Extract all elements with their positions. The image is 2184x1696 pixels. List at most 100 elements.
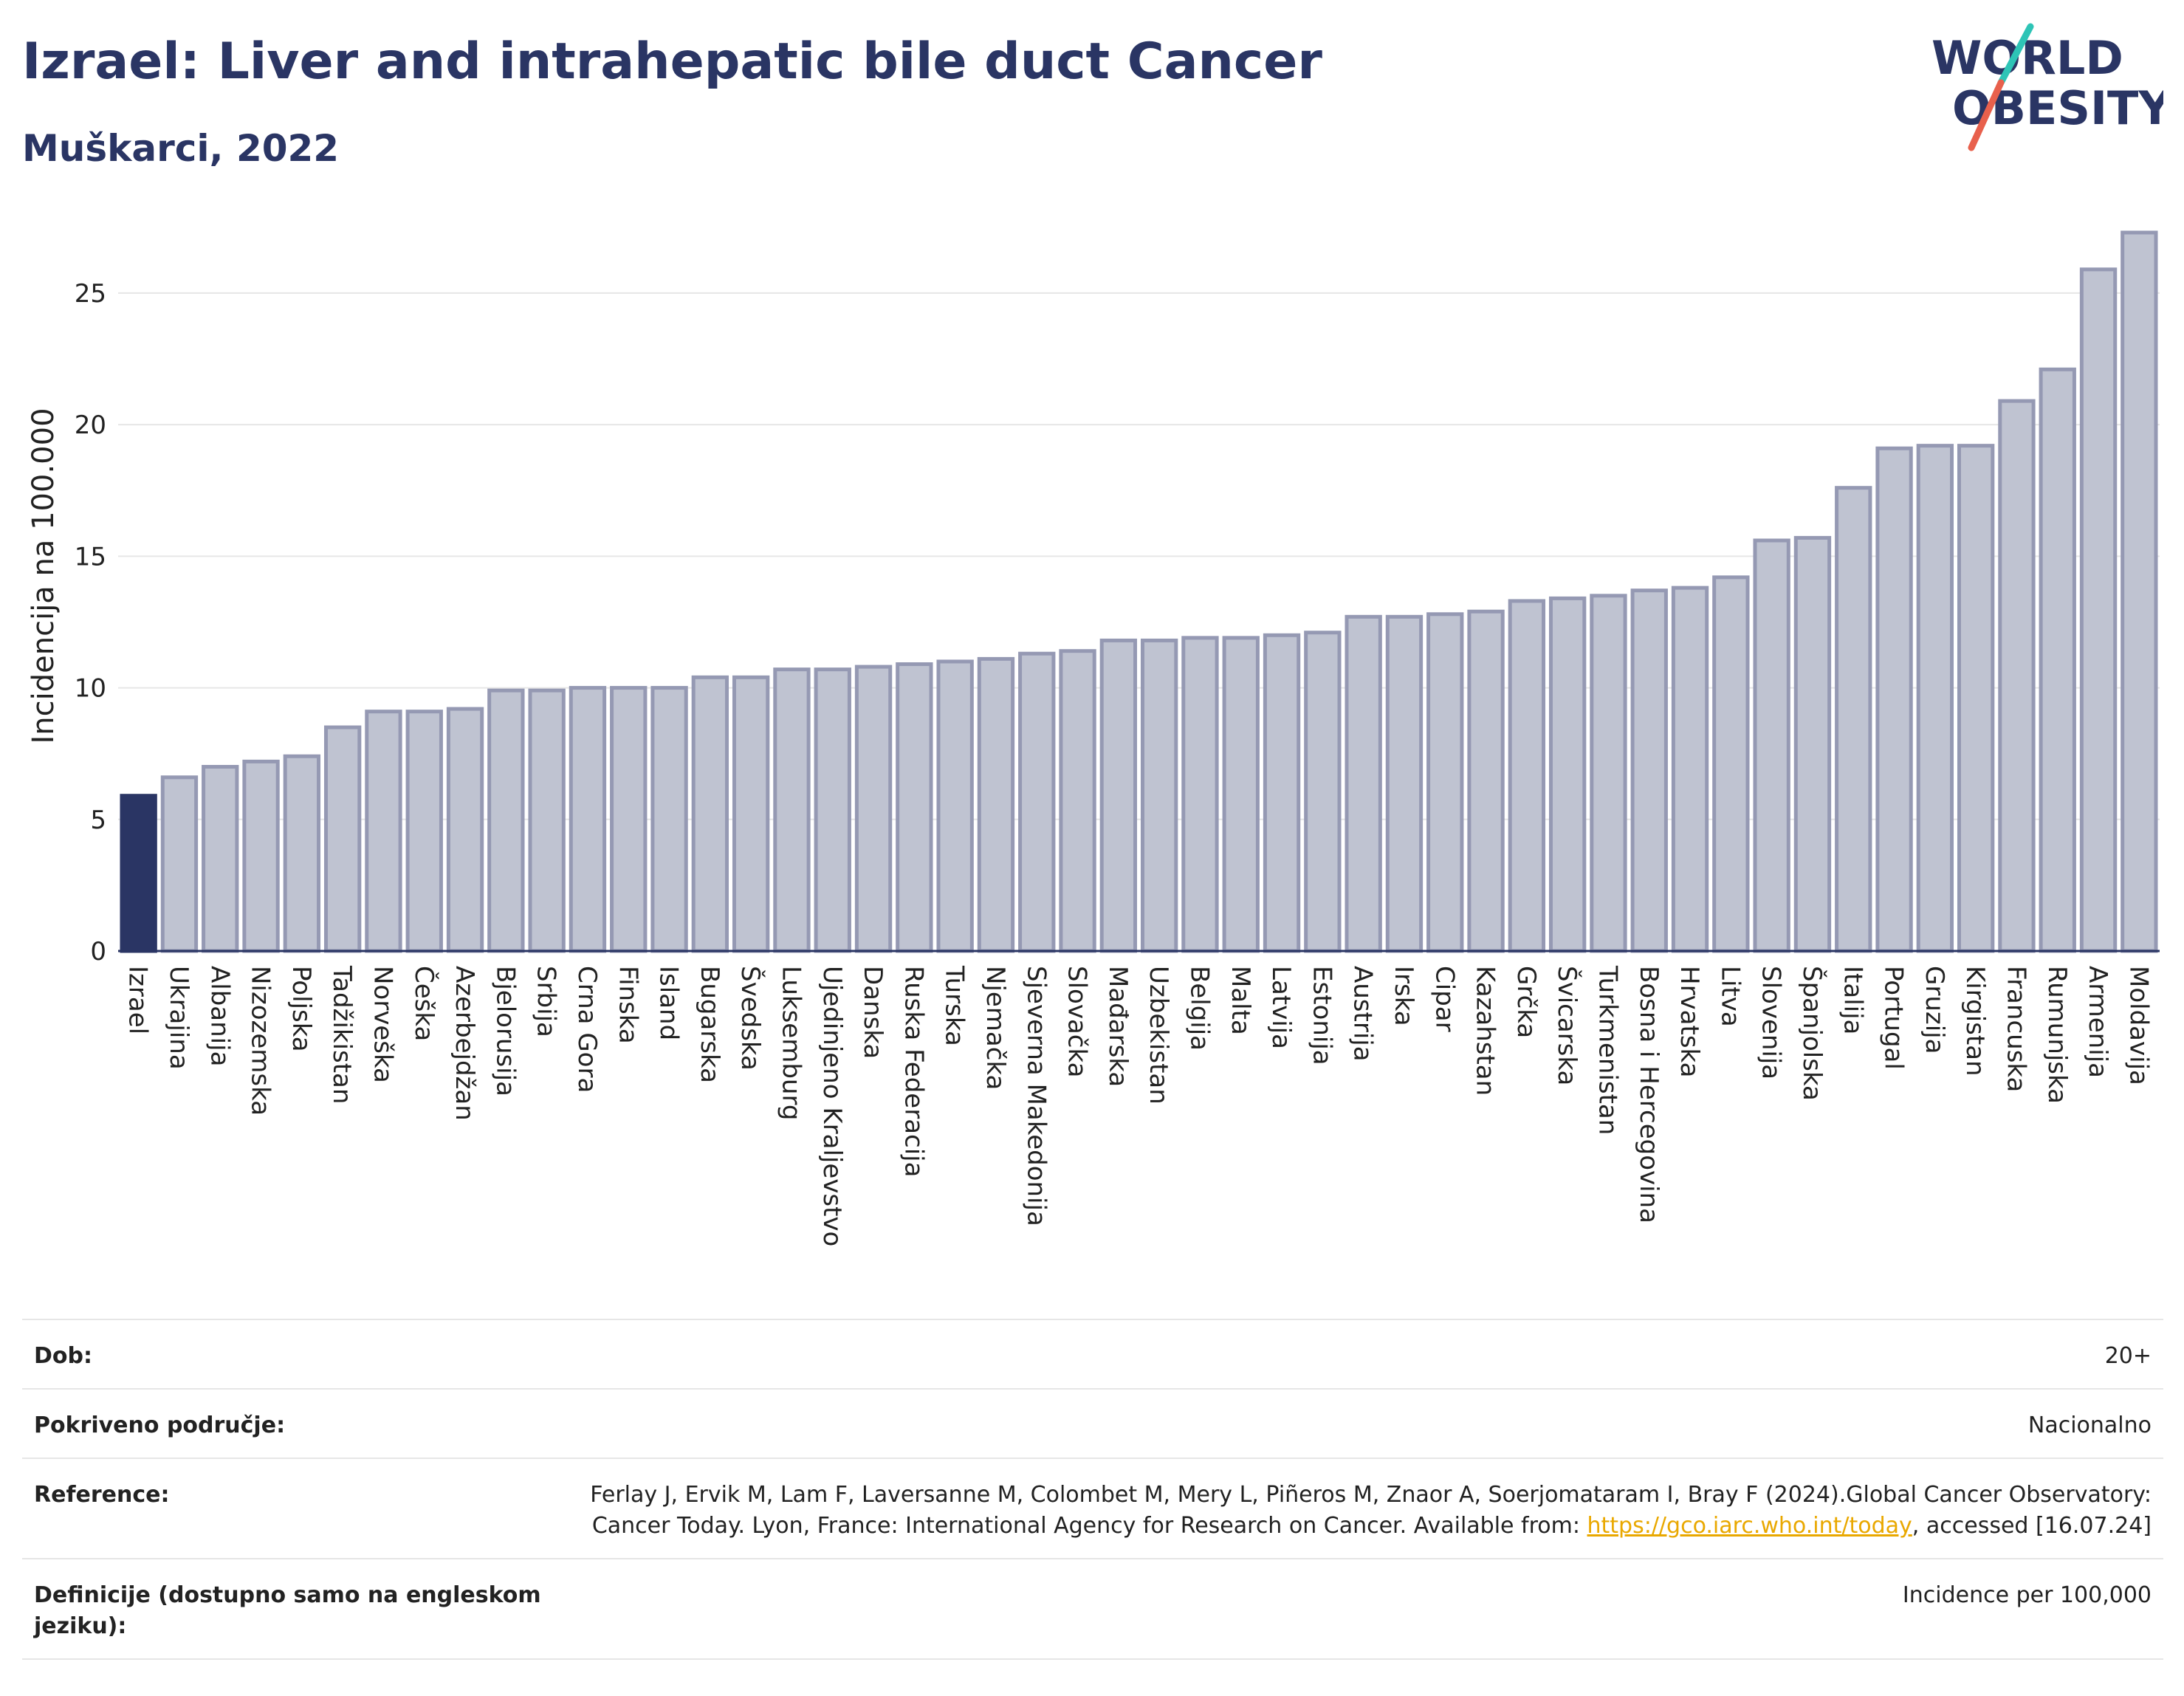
bar-irska[interactable] [1385, 614, 1424, 953]
bar-armenija[interactable] [2079, 267, 2118, 953]
bar-cipar[interactable] [1426, 612, 1464, 953]
bar-sjeverna-makedonija[interactable] [1018, 651, 1056, 953]
bar-latvija[interactable] [1263, 633, 1301, 953]
reference-text: Ferlay J, Ervik M, Lam F, Laversanne M, … [590, 1482, 2152, 1539]
bar-švicarska[interactable] [1548, 596, 1587, 953]
page-subtitle: Muškarci, 2022 [22, 127, 340, 170]
bar-hrvatska[interactable] [1671, 586, 1709, 953]
logo-slash-bottom [1968, 79, 2005, 151]
bar-bugarska[interactable] [691, 675, 729, 953]
x-tick-label: Island [654, 966, 684, 1040]
bar-uzbekistan[interactable] [1140, 638, 1178, 953]
info-row-age: Dob: 20+ [22, 1319, 2163, 1389]
x-tick-label: Armenija [2083, 966, 2112, 1078]
bar-njemačka[interactable] [977, 656, 1015, 953]
reference-link[interactable]: https://gco.iarc.who.int/today [1587, 1513, 1912, 1539]
bar-italija[interactable] [1835, 486, 1872, 953]
bar-turkmenistan[interactable] [1590, 594, 1627, 953]
info-row-coverage: Pokriveno područje: Nacionalno [22, 1388, 2163, 1458]
bar-moldavija[interactable] [2121, 230, 2158, 953]
bar-finska[interactable] [610, 686, 648, 953]
bar-srbija[interactable] [528, 688, 566, 953]
x-tick-label: Mađarska [1103, 966, 1133, 1087]
bar-danska[interactable] [854, 665, 893, 953]
x-tick-label: Srbija [532, 966, 561, 1037]
y-tick-label: 10 [75, 674, 106, 704]
info-value-coverage: Nacionalno [577, 1388, 2163, 1458]
y-tick-label: 15 [75, 542, 106, 571]
x-tick-label: Poljska [286, 966, 316, 1052]
bar-slovenija[interactable] [1753, 538, 1790, 953]
x-tick-label: Bosna i Hercegovina [1634, 966, 1663, 1223]
bar-luksemburg[interactable] [773, 667, 811, 953]
x-tick-label: Luksemburg [776, 966, 806, 1120]
logo-slash-top [1997, 23, 2034, 86]
x-tick-label: Njemačka [981, 966, 1010, 1090]
bar-francuska[interactable] [1998, 399, 2036, 953]
x-tick-label: Gruzija [1920, 966, 1949, 1054]
bar-rumunjska[interactable] [2039, 367, 2076, 953]
x-tick-label: Turkmenistan [1593, 965, 1622, 1135]
info-value-definition: Incidence per 100,000 [577, 1558, 2163, 1660]
x-tick-label: Grčka [1511, 966, 1541, 1038]
x-tick-label: Latvija [1266, 966, 1296, 1049]
x-tick-label: Irska [1389, 966, 1418, 1026]
bar-island[interactable] [650, 686, 688, 953]
bar-gruzija[interactable] [1916, 444, 1954, 953]
bar-mađarska[interactable] [1099, 638, 1138, 953]
x-tick-label: Danska [858, 966, 887, 1059]
bar-kazahstan[interactable] [1467, 609, 1505, 953]
info-key-reference: Reference: [22, 1458, 577, 1559]
y-tick-label: 25 [75, 279, 106, 309]
info-value-reference: Ferlay J, Ervik M, Lam F, Laversanne M, … [577, 1458, 2163, 1559]
x-tick-label: Uzbekistan [1144, 966, 1173, 1105]
bar-crna-gora[interactable] [569, 686, 607, 953]
bar-azerbejdžan[interactable] [446, 707, 484, 953]
x-tick-label: Sjeverna Makedonija [1021, 966, 1051, 1226]
x-tick-label: Italija [1838, 966, 1867, 1034]
x-tick-label: Crna Gora [572, 966, 602, 1093]
x-tick-label: Norveška [368, 966, 397, 1083]
bar-estonija[interactable] [1304, 631, 1342, 953]
bar-nizozemska[interactable] [242, 759, 280, 953]
bar-kirgistan[interactable] [1957, 444, 1995, 953]
bar-austrija[interactable] [1345, 614, 1382, 953]
x-tick-label: Izrael [123, 966, 153, 1034]
bar-slovačka[interactable] [1059, 649, 1096, 953]
info-value-age: 20+ [577, 1319, 2163, 1389]
x-tick-label: Švedska [735, 966, 766, 1071]
x-tick-label: Austrija [1348, 966, 1378, 1062]
bar-poljska[interactable] [283, 754, 321, 953]
x-tick-label: Estonija [1307, 966, 1336, 1065]
bars-layer [120, 230, 2158, 953]
y-tick-label: 0 [90, 937, 106, 967]
bar-malta[interactable] [1222, 636, 1260, 953]
bar-turska[interactable] [936, 659, 974, 953]
x-tick-label: Portugal [1879, 966, 1909, 1070]
bar-albanija[interactable] [202, 765, 239, 953]
x-tick-label: Švicarska [1552, 966, 1582, 1085]
x-tick-label: Rumunjska [2042, 966, 2072, 1104]
info-key-definition: Definicije (dostupno samo na engleskom j… [22, 1558, 577, 1660]
bar-češka[interactable] [405, 710, 443, 953]
bar-portugal[interactable] [1875, 446, 1913, 953]
bar-švedska[interactable] [732, 675, 770, 953]
bar-belgija[interactable] [1181, 636, 1219, 953]
reference-accessed: , accessed [16.07.24] [1912, 1513, 2152, 1539]
x-tick-label: Azerbejdžan [450, 966, 479, 1121]
bar-grčka[interactable] [1508, 599, 1546, 953]
x-tick-label: Španjolska [1797, 966, 1827, 1101]
bar-norveška[interactable] [365, 710, 402, 953]
bar-ruska-federacija[interactable] [896, 662, 933, 953]
bar-bjelorusija[interactable] [487, 688, 525, 953]
bar-ukrajina[interactable] [160, 775, 199, 953]
bar-tadžikistan[interactable] [323, 725, 362, 953]
bar-litva[interactable] [1712, 575, 1750, 953]
x-tick-label: Bugarska [695, 966, 724, 1083]
info-key-coverage: Pokriveno područje: [22, 1388, 577, 1458]
bar-španjolska[interactable] [1793, 535, 1832, 953]
bar-izrael[interactable] [120, 794, 157, 953]
x-tick-label: Češka [409, 966, 439, 1041]
bar-bosna-i-hercegovina[interactable] [1630, 588, 1668, 953]
bar-ujedinjeno-kraljevstvo[interactable] [814, 667, 851, 953]
